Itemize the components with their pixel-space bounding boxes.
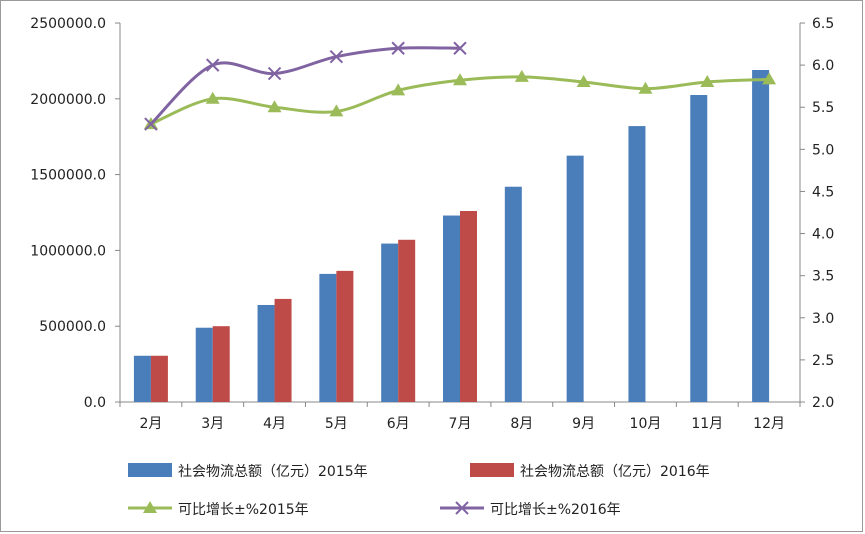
x-tick-label: 9月 <box>572 416 595 432</box>
bar-2015 <box>690 95 708 402</box>
bar-2015 <box>319 273 337 402</box>
legend-marker <box>455 501 469 515</box>
x-tick-label: 7月 <box>449 416 472 432</box>
x-tick-label: 8月 <box>510 416 533 432</box>
right-tick-label: 3.5 <box>812 269 834 285</box>
bar-2015 <box>566 155 584 402</box>
right-tick-label: 5.0 <box>812 142 834 158</box>
bar-2016 <box>274 298 292 402</box>
growth-point-2016 <box>453 41 467 55</box>
bar-2016 <box>336 270 354 402</box>
growth-point-2015 <box>700 74 715 87</box>
right-tick-label: 5.5 <box>812 100 834 116</box>
lines <box>143 41 777 131</box>
growth-point-2016-stroke <box>329 49 344 64</box>
growth-point-2016-stroke <box>206 58 220 72</box>
growth-point-2015 <box>391 83 406 96</box>
x-tick-label: 12月 <box>753 416 785 432</box>
right-tick-label: 4.0 <box>812 227 834 243</box>
left-tick-label: 500000.0 <box>39 319 106 335</box>
right-tick-label: 6.0 <box>812 58 834 74</box>
growth-point-2016-stroke <box>267 66 282 81</box>
right-tick-label: 2.5 <box>812 353 834 369</box>
growth-point-2015 <box>576 74 591 87</box>
bar-2015 <box>195 327 213 402</box>
legend: 社会物流总额（亿元）2015年 社会物流总额（亿元）2016年可比增长±%2015… <box>128 463 710 518</box>
bar-2015 <box>628 126 646 402</box>
legend-marker-stroke <box>455 501 469 515</box>
bar-2016 <box>460 210 477 402</box>
bar-2015 <box>381 243 399 402</box>
growth-point-2016 <box>144 117 158 131</box>
legend-label: 可比增长±%2016年 <box>490 502 621 518</box>
legend-label: 社会物流总额（亿元）2016年 <box>520 464 710 480</box>
growth-point-2015 <box>638 81 653 94</box>
left-tick-label: 0.0 <box>84 395 106 411</box>
right-tick-label: 6.5 <box>812 16 834 32</box>
left-tick-label: 1500000.0 <box>30 168 106 184</box>
right-tick-label: 3.0 <box>812 311 834 327</box>
growth-point-2015 <box>329 104 344 117</box>
growth-point-2016 <box>391 41 405 55</box>
legend-marker <box>143 501 157 513</box>
bar-2016 <box>212 326 230 402</box>
right-tick-label: 2.0 <box>812 395 834 411</box>
growth-point-2015 <box>762 72 777 85</box>
right-tick-label: 4.5 <box>812 184 834 200</box>
legend-label: 社会物流总额（亿元）2015年 <box>178 464 368 480</box>
growth-point-2015 <box>453 73 467 86</box>
x-tick-label: 4月 <box>263 416 286 432</box>
x-tick-label: 10月 <box>630 416 662 432</box>
growth-point-2016 <box>329 49 344 64</box>
growth-point-2016 <box>206 58 220 72</box>
left-tick-label: 2500000.0 <box>30 16 106 32</box>
legend-item: 可比增长±%2016年 <box>440 501 621 518</box>
growth-point-2016 <box>267 66 282 81</box>
growth-point-2016-stroke <box>453 41 467 55</box>
x-tick-label: 6月 <box>387 416 410 432</box>
axes: 0.0 500000.0 1000000.0 1500000.0 2000000.0 25… <box>30 16 834 432</box>
x-tick-label: 5月 <box>325 416 348 432</box>
growth-point-2015 <box>514 69 529 82</box>
left-tick-label: 1000000.0 <box>30 243 106 259</box>
legend-item: 可比增长±%2015年 <box>128 501 309 518</box>
bar-2015 <box>504 186 522 402</box>
growth-point-2016-stroke <box>144 117 158 131</box>
bar-2016 <box>398 239 416 402</box>
bar-2015 <box>133 355 151 402</box>
bar-2015 <box>752 69 770 402</box>
growth-point-2015 <box>205 91 220 104</box>
bars <box>133 69 770 402</box>
x-tick-label: 2月 <box>139 416 162 432</box>
legend-swatch <box>470 463 514 477</box>
bar-2015 <box>257 304 275 402</box>
bar-2015 <box>443 215 460 402</box>
legend-item: 社会物流总额（亿元）2016年 <box>470 463 710 480</box>
bar-2016 <box>150 355 168 402</box>
legend-swatch <box>128 463 172 477</box>
legend-item: 社会物流总额（亿元）2015年 <box>128 463 368 480</box>
x-tick-label: 11月 <box>691 416 723 432</box>
legend-label: 可比增长±%2015年 <box>178 502 309 518</box>
growth-point-2016-stroke <box>391 41 405 55</box>
x-tick-label: 3月 <box>201 416 224 432</box>
left-tick-label: 2000000.0 <box>30 92 106 108</box>
growth-point-2015 <box>267 100 282 113</box>
